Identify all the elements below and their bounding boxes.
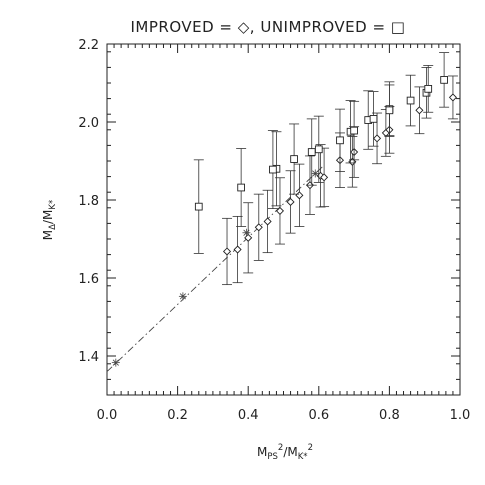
x-tick-label: 0.6	[308, 408, 329, 423]
y-tick-label: 1.6	[78, 272, 99, 287]
axis-ticks	[106, 43, 461, 396]
square-point	[424, 84, 433, 93]
star-stroke	[312, 170, 319, 177]
diamond-point	[295, 191, 304, 200]
diamond-point	[320, 173, 329, 182]
x-label-sub1: PS	[267, 452, 278, 462]
diamond-point	[263, 217, 272, 226]
y-label-sub2: K*	[48, 200, 58, 210]
y-tick-label: 2.2	[78, 38, 99, 53]
diamond-point	[286, 197, 295, 206]
star-stroke	[112, 359, 119, 366]
x-label-slash: /M	[283, 445, 297, 459]
square-point	[290, 155, 298, 163]
chart-title: IMPROVED = ◇, UNIMPROVED = □	[131, 18, 406, 36]
square-point	[194, 202, 203, 211]
square-point	[369, 115, 378, 123]
diamond-point	[348, 157, 357, 166]
y-label-slash: /M	[41, 210, 55, 224]
y-label-main: M	[41, 230, 55, 240]
square-point	[406, 96, 415, 105]
star-point	[178, 292, 187, 301]
square-point	[385, 106, 394, 115]
diamond-point	[373, 134, 382, 143]
fit-line	[106, 166, 323, 372]
square-point	[307, 148, 316, 156]
x-label-sup2: 2	[308, 443, 313, 453]
x-label-main: M	[257, 445, 267, 459]
plot-frame	[106, 43, 461, 396]
tick-labels: 0.0 0.2 0.4 0.6 0.8 1.0 1.4 1.6 1.8 2.0 2.2	[78, 38, 470, 423]
square-point	[440, 76, 448, 84]
diamond-point	[222, 247, 232, 256]
diamond-point	[415, 106, 424, 115]
star-stroke	[243, 229, 250, 236]
x-tick-label: 0.8	[379, 408, 400, 423]
diamond-point	[244, 233, 253, 242]
y-tick-label: 1.4	[78, 350, 99, 365]
x-axis-label: MPS2/MK*2	[257, 443, 313, 462]
fit-line-group	[106, 166, 323, 372]
star-point	[311, 169, 320, 178]
square-point	[237, 183, 245, 192]
square-point	[314, 145, 323, 154]
star-stroke	[179, 293, 186, 300]
x-tick-label: 0.2	[167, 408, 188, 423]
x-label-sub2: K*	[298, 452, 308, 462]
diamond-point	[254, 223, 263, 232]
y-axis-label: MΔ/MK*	[41, 200, 58, 240]
square-point	[350, 126, 358, 135]
data-points	[111, 52, 458, 367]
diamond-point	[448, 93, 457, 102]
y-tick-label: 2.0	[78, 116, 99, 131]
square-point	[336, 136, 344, 145]
x-label-sup1: 2	[278, 443, 283, 453]
x-tick-label: 0.0	[97, 408, 118, 423]
diamond-point	[275, 206, 285, 215]
star-point	[111, 358, 120, 367]
x-tick-label: 0.4	[238, 408, 259, 423]
y-label-sub1: Δ	[48, 224, 58, 230]
star-point	[242, 228, 251, 237]
square-point	[269, 165, 277, 174]
diamond-point	[233, 245, 242, 254]
x-tick-label: 1.0	[450, 408, 471, 423]
y-tick-label: 1.8	[78, 194, 99, 209]
